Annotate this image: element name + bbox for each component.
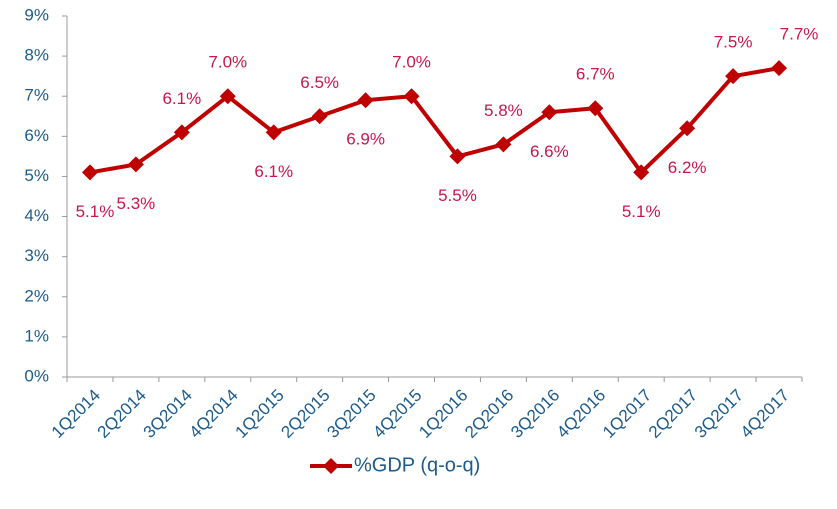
marker	[173, 124, 190, 141]
x-tick-label: 3Q2017	[691, 386, 747, 442]
y-tick-label: 2%	[24, 286, 49, 305]
x-tick-label: 1Q2017	[599, 386, 655, 442]
y-tick-label: 4%	[24, 206, 49, 225]
y-tick-label: 6%	[24, 126, 49, 145]
data-label: 6.5%	[300, 73, 339, 92]
data-label: 5.8%	[484, 101, 523, 120]
marker	[311, 108, 328, 125]
x-tick-label: 1Q2016	[415, 386, 471, 442]
marker	[219, 88, 236, 105]
data-label: 6.1%	[162, 89, 201, 108]
x-tick-label: 3Q2015	[323, 386, 379, 442]
marker	[587, 100, 604, 117]
x-tick-label: 4Q2014	[186, 386, 242, 442]
x-tick-label: 4Q2016	[553, 386, 609, 442]
marker	[541, 104, 558, 121]
y-tick-label: 0%	[24, 366, 49, 385]
marker	[357, 92, 374, 109]
legend-label: %GDP (q-o-q)	[354, 454, 480, 476]
y-tick-label: 5%	[24, 166, 49, 185]
marker	[403, 88, 420, 105]
data-label: 5.1%	[76, 202, 115, 221]
y-tick-label: 1%	[24, 326, 49, 345]
y-tick-label: 9%	[24, 5, 49, 24]
data-label: 6.7%	[576, 65, 615, 84]
x-tick-label: 3Q2014	[140, 386, 196, 442]
x-tick-label: 3Q2016	[507, 386, 563, 442]
y-tick-label: 3%	[24, 246, 49, 265]
y-tick-label: 7%	[24, 86, 49, 105]
legend-marker	[323, 458, 339, 474]
marker	[771, 60, 788, 77]
x-tick-label: 2Q2014	[94, 386, 150, 442]
data-label: 6.2%	[668, 158, 707, 177]
marker	[495, 136, 512, 153]
x-tick-label: 4Q2017	[737, 386, 793, 442]
data-label: 7.7%	[780, 25, 819, 44]
data-label: 7.0%	[392, 53, 431, 72]
marker	[679, 120, 696, 137]
marker	[449, 148, 466, 165]
marker	[265, 124, 282, 141]
marker	[81, 164, 98, 181]
marker	[725, 68, 742, 85]
data-label: 5.1%	[622, 202, 661, 221]
marker	[127, 156, 144, 173]
x-tick-label: 4Q2015	[369, 386, 425, 442]
x-tick-label: 2Q2016	[461, 386, 517, 442]
x-tick-label: 2Q2017	[645, 386, 701, 442]
data-label: 7.5%	[714, 33, 753, 52]
data-label: 5.5%	[438, 186, 477, 205]
data-label: 6.1%	[254, 162, 293, 181]
data-label: 7.0%	[208, 53, 247, 72]
x-tick-label: 1Q2014	[48, 386, 104, 442]
data-label: 6.9%	[346, 130, 385, 149]
marker	[633, 164, 650, 181]
y-tick-label: 8%	[24, 46, 49, 65]
line	[89, 66, 780, 175]
data-label: 6.6%	[530, 142, 569, 161]
data-label: 5.3%	[117, 194, 156, 213]
x-tick-label: 1Q2015	[232, 386, 288, 442]
x-tick-label: 2Q2015	[277, 386, 333, 442]
